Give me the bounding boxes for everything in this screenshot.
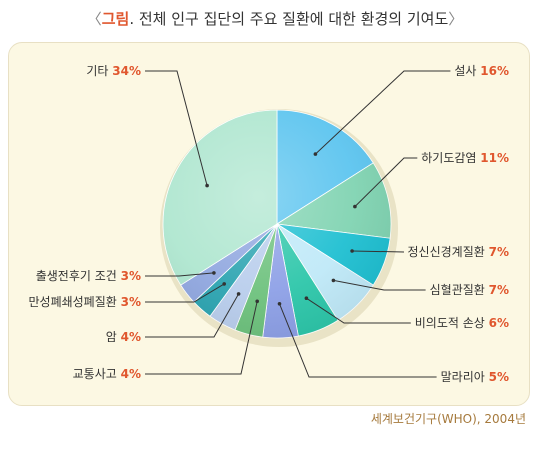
slice-value-말라리아: 5%	[489, 370, 509, 384]
leader-dot-심혈관질환	[331, 278, 336, 283]
leader-line-설사	[315, 70, 451, 155]
leader-dot-암	[236, 292, 241, 296]
pie-slices	[162, 109, 392, 339]
leader-line-교통사고	[145, 301, 258, 375]
leader-line-암	[145, 293, 240, 338]
slice-value-심혈관질환: 7%	[489, 283, 509, 297]
slice-category-말라리아: 말라리아	[441, 370, 489, 384]
slice-category-심혈관질환: 심혈관질환	[430, 283, 489, 297]
leader-dot-교통사고	[255, 299, 259, 304]
slice-category-교통사고: 교통사고	[73, 367, 121, 381]
slice-label-설사: 설사 16%	[454, 64, 509, 78]
slice-label-말라리아: 말라리아 5%	[441, 370, 509, 384]
slice-label-암: 암 4%	[106, 330, 141, 344]
slice-labels: 설사 16%하기도감염 11%정신신경계질환 7%심혈관질환 7%비의도적 손상…	[28, 64, 509, 384]
slice-label-만성폐쇄성폐질환: 만성폐쇄성폐질환 3%	[28, 295, 141, 309]
leader-line-말라리아	[279, 303, 437, 378]
slice-value-암: 4%	[121, 330, 141, 344]
slice-category-출생전후기-조건: 출생전후기 조건	[36, 269, 121, 283]
leader-line-출생전후기-조건	[145, 272, 214, 277]
leader-line-하기도감염	[354, 157, 418, 207]
leader-dot-기타	[205, 183, 209, 188]
slice-category-정신신경계질환: 정신신경계질환	[408, 245, 489, 259]
title-keyword: 그림	[101, 10, 130, 28]
leader-dot-설사	[313, 152, 318, 156]
leader-line-비의도적-손상	[306, 297, 411, 324]
title-close-bracket: 〉	[448, 10, 464, 28]
slice-category-암: 암	[106, 330, 121, 344]
leader-dot-만성폐쇄성폐질환	[222, 282, 226, 286]
figure-title: 〈그림. 전체 인구 집단의 주요 질환에 대한 환경의 기여도〉	[0, 8, 550, 29]
leader-line-만성폐쇄성폐질환	[145, 283, 225, 303]
slice-category-하기도감염: 하기도감염	[421, 151, 480, 165]
chart-panel: 설사 16% 하기도감염 11% 정신신경계질환 7% 심혈관질환 7% 비의도적 손상…	[8, 42, 530, 406]
slice-value-설사: 16%	[480, 64, 509, 78]
leader-dot-말라리아	[277, 302, 282, 306]
leader-line-기타	[145, 70, 208, 186]
slice-label-하기도감염: 하기도감염 11%	[421, 151, 509, 165]
leader-dot-정신신경계질환	[350, 249, 354, 253]
slice-value-교통사고: 4%	[121, 367, 141, 381]
leader-dot-출생전후기-조건	[212, 271, 216, 275]
slice-category-만성폐쇄성폐질환: 만성폐쇄성폐질환	[28, 295, 120, 309]
slice-category-비의도적-손상: 비의도적 손상	[415, 316, 489, 330]
slice-value-만성폐쇄성폐질환: 3%	[121, 295, 141, 309]
leader-dot-하기도감염	[353, 204, 357, 209]
slice-category-설사: 설사	[454, 64, 480, 78]
slice-label-비의도적-손상: 비의도적 손상 6%	[415, 316, 509, 330]
leader-line-정신신경계질환	[352, 250, 405, 253]
leader-line-심혈관질환	[333, 279, 426, 291]
slice-value-비의도적-손상: 6%	[489, 316, 509, 330]
title-text: . 전체 인구 집단의 주요 질환에 대한 환경의 기여도	[129, 10, 449, 28]
slice-label-기타: 기타 34%	[86, 64, 141, 78]
title-open-bracket: 〈	[86, 10, 102, 28]
leader-dot-비의도적-손상	[304, 296, 309, 300]
slice-value-정신신경계질환: 7%	[489, 245, 509, 259]
slice-value-하기도감염: 11%	[480, 151, 509, 165]
slice-label-심혈관질환: 심혈관질환 7%	[430, 283, 509, 297]
slice-label-출생전후기-조건: 출생전후기 조건 3%	[36, 269, 141, 283]
slice-label-교통사고: 교통사고 4%	[73, 367, 141, 381]
slice-value-출생전후기-조건: 3%	[121, 269, 141, 283]
source-note: 세계보건기구(WHO), 2004년	[370, 412, 526, 426]
slice-label-정신신경계질환: 정신신경계질환 7%	[408, 245, 509, 259]
leader-lines	[145, 70, 451, 378]
pie-chart: 설사 16%하기도감염 11%정신신경계질환 7%심혈관질환 7%비의도적 손상…	[28, 64, 509, 384]
slice-category-기타: 기타	[86, 64, 112, 78]
slice-value-기타: 34%	[112, 64, 141, 78]
